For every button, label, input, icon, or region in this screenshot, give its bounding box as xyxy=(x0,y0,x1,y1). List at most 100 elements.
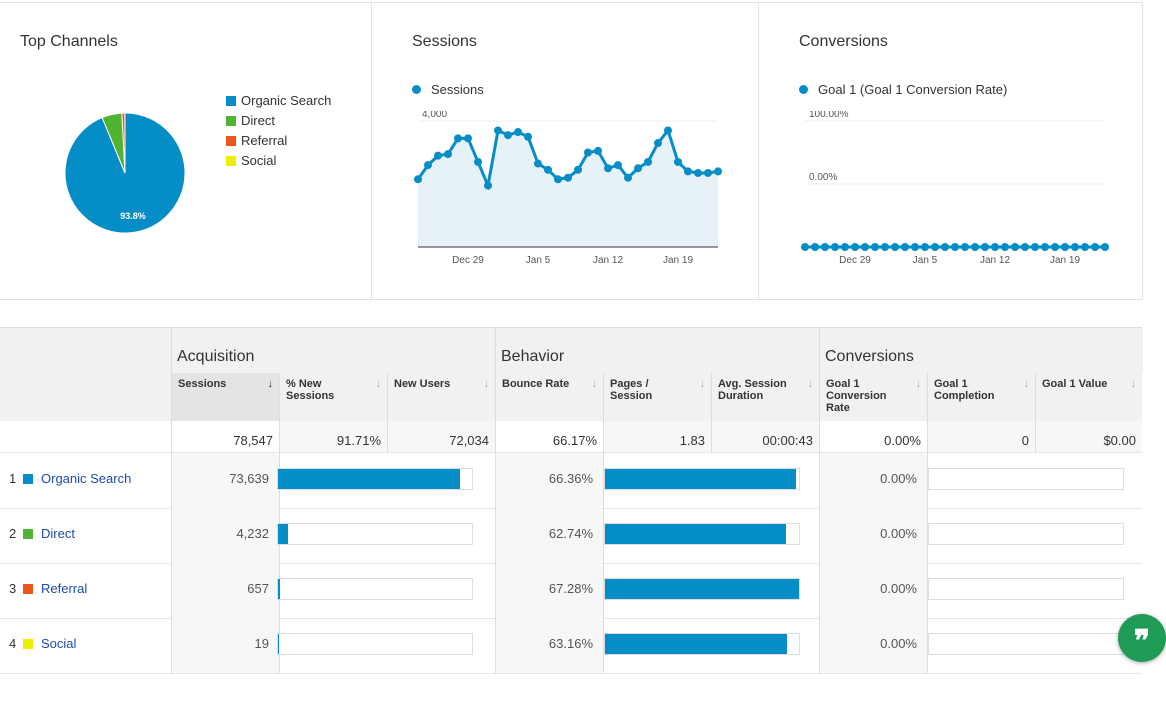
data-point[interactable] xyxy=(961,243,969,251)
data-point[interactable] xyxy=(504,131,512,140)
data-point[interactable] xyxy=(991,243,999,251)
data-point[interactable] xyxy=(694,168,702,177)
data-point[interactable] xyxy=(454,134,462,143)
data-point[interactable] xyxy=(841,243,849,251)
col-bounce-rate[interactable]: Bounce Rate ↓ xyxy=(495,373,603,421)
col-goal-value[interactable]: Goal 1 Value ↓ xyxy=(1035,373,1142,421)
channel-link[interactable]: Referral xyxy=(41,581,88,596)
bounce-bar-cell xyxy=(603,508,819,563)
data-point[interactable] xyxy=(584,148,592,157)
data-point[interactable] xyxy=(1071,243,1079,251)
data-point[interactable] xyxy=(444,150,452,159)
data-point[interactable] xyxy=(1081,243,1089,251)
sessions-bar-cell xyxy=(277,453,495,508)
data-point[interactable] xyxy=(574,165,582,174)
data-point[interactable] xyxy=(644,157,652,166)
data-point[interactable] xyxy=(634,164,642,173)
data-point[interactable] xyxy=(564,173,572,182)
col-sessions[interactable]: Sessions ↓ xyxy=(171,373,279,421)
data-point[interactable] xyxy=(1101,243,1109,251)
col-pages-session[interactable]: Pages / Session ↓ xyxy=(603,373,711,421)
sort-icon: ↓ xyxy=(1023,378,1030,390)
data-point[interactable] xyxy=(1021,243,1029,251)
data-point[interactable] xyxy=(851,243,859,251)
data-point[interactable] xyxy=(861,243,869,251)
data-point[interactable] xyxy=(524,132,532,141)
data-point[interactable] xyxy=(1061,243,1069,251)
data-point[interactable] xyxy=(484,181,492,190)
data-point[interactable] xyxy=(554,175,562,184)
feedback-button[interactable]: ❞ xyxy=(1118,614,1166,662)
dimension-header xyxy=(0,373,171,421)
col-goal-conv-rate[interactable]: Goal 1 Conversion Rate ↓ xyxy=(819,373,927,421)
data-point[interactable] xyxy=(424,161,432,170)
data-point[interactable] xyxy=(871,243,879,251)
data-point[interactable] xyxy=(434,151,442,160)
data-point[interactable] xyxy=(891,243,899,251)
col-new-users[interactable]: New Users ↓ xyxy=(387,373,495,421)
data-point[interactable] xyxy=(664,126,672,135)
data-point[interactable] xyxy=(951,243,959,251)
data-point[interactable] xyxy=(534,159,542,168)
data-point[interactable] xyxy=(604,164,612,173)
conversions-legend: Goal 1 (Goal 1 Conversion Rate) xyxy=(799,82,1007,97)
sessions-bar-cell xyxy=(277,618,495,673)
data-point[interactable] xyxy=(971,243,979,251)
row-index: 1 xyxy=(9,471,17,486)
data-point[interactable] xyxy=(941,243,949,251)
legend-item: Organic Search xyxy=(226,93,331,108)
data-point[interactable] xyxy=(1051,243,1059,251)
channel-swatch xyxy=(23,638,33,649)
data-point[interactable] xyxy=(684,167,692,176)
data-point[interactable] xyxy=(911,243,919,251)
data-point[interactable] xyxy=(901,243,909,251)
channel-link[interactable]: Direct xyxy=(41,526,75,541)
data-point[interactable] xyxy=(1011,243,1019,251)
bounce-bar-cell xyxy=(603,563,819,618)
data-point[interactable] xyxy=(1091,243,1099,251)
col-goal-completion[interactable]: Goal 1 Completion ↓ xyxy=(927,373,1035,421)
data-point[interactable] xyxy=(414,175,422,184)
sort-desc-icon: ↓ xyxy=(267,378,274,390)
data-point[interactable] xyxy=(931,243,939,251)
channel-link[interactable]: Organic Search xyxy=(41,471,132,486)
legend-swatch xyxy=(226,155,236,166)
data-point[interactable] xyxy=(464,134,472,143)
data-point[interactable] xyxy=(1031,243,1039,251)
data-point[interactable] xyxy=(921,243,929,251)
conv-bar-track xyxy=(928,468,1124,490)
top-channels-panel: Top Channels 93.8% Organic Search Direct R… xyxy=(0,2,372,300)
data-point[interactable] xyxy=(801,243,809,251)
data-point[interactable] xyxy=(614,161,622,170)
y-tick-label: 4,000 xyxy=(422,111,447,120)
data-point[interactable] xyxy=(704,168,712,177)
data-point[interactable] xyxy=(1041,243,1049,251)
legend-swatch xyxy=(226,95,236,106)
data-point[interactable] xyxy=(674,157,682,166)
bounce-bar xyxy=(605,579,799,599)
conv-bar-track xyxy=(928,523,1124,545)
data-point[interactable] xyxy=(474,157,482,166)
col-bounce-rate-label: Bounce Rate xyxy=(502,378,570,390)
data-point[interactable] xyxy=(494,126,502,135)
data-point[interactable] xyxy=(624,173,632,182)
data-point[interactable] xyxy=(881,243,889,251)
conversions-panel: Conversions Goal 1 (Goal 1 Conversion Ra… xyxy=(758,2,1143,300)
data-point[interactable] xyxy=(831,243,839,251)
data-point[interactable] xyxy=(1001,243,1009,251)
table-row: 4 Social 19 63.16% 0.00% xyxy=(0,618,1142,674)
data-point[interactable] xyxy=(981,243,989,251)
data-point[interactable] xyxy=(594,146,602,155)
data-point[interactable] xyxy=(714,167,722,176)
data-point[interactable] xyxy=(654,139,662,148)
data-point[interactable] xyxy=(514,128,522,137)
data-point[interactable] xyxy=(811,243,819,251)
data-point[interactable] xyxy=(821,243,829,251)
channel-link[interactable]: Social xyxy=(41,636,77,651)
data-point[interactable] xyxy=(544,165,552,174)
col-avg-duration[interactable]: Avg. Session Duration ↓ xyxy=(711,373,819,421)
col-new-sessions[interactable]: % New Sessions ↓ xyxy=(279,373,387,421)
conversions-chart: 100.00% 0.00% Dec 29 Jan 5 Jan 12 Jan 19 xyxy=(801,111,1109,266)
sessions-legend: Sessions xyxy=(412,82,484,97)
sessions-bar-track xyxy=(277,523,473,545)
